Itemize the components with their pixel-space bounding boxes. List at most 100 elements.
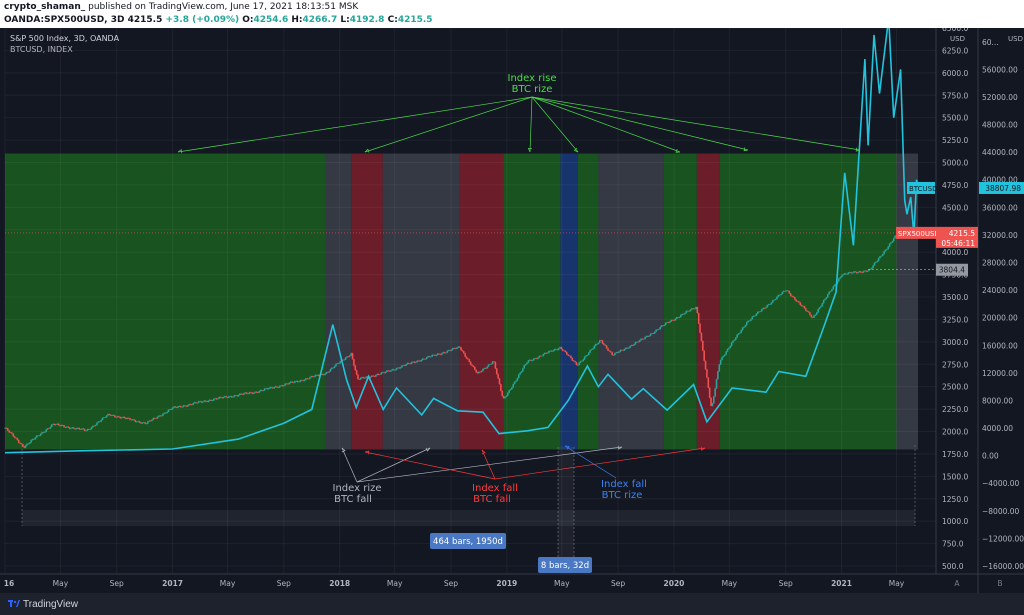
spx-candle [87, 429, 90, 430]
spx-candle [212, 398, 215, 401]
annotation-arrowhead [700, 446, 706, 451]
spx-candle [133, 419, 135, 421]
spx-axis-tick: 3500.0 [942, 293, 968, 302]
spx-candle [607, 348, 609, 351]
spx-axis-tick: 5250.0 [942, 136, 968, 145]
spx-candle [854, 271, 857, 273]
spx-candle [495, 368, 498, 375]
spx-candle [206, 401, 208, 402]
spx-candle [274, 386, 277, 388]
spx-candle [730, 342, 733, 346]
annotation-arrowhead [364, 450, 370, 455]
spx-candle [846, 274, 848, 275]
spx-candle [644, 337, 646, 339]
spx-candle [68, 427, 71, 429]
spx-candle [377, 374, 380, 375]
spx-candle [817, 309, 819, 313]
spx-candle [81, 428, 83, 430]
zone-green [577, 153, 599, 450]
spx-candle [359, 377, 362, 380]
spx-candle [800, 305, 803, 307]
axis-layer[interactable]: 6500.0 6250.0 6000.0 5750.0 5500.0 5250.0 5000… [0, 28, 1024, 593]
spx-candle [419, 360, 421, 362]
spx-candle [744, 325, 747, 327]
zone-grey [598, 153, 664, 450]
spx-candle [699, 323, 701, 333]
spx-candle [13, 436, 16, 438]
spx-candle [441, 353, 443, 355]
spx-candle [342, 359, 344, 361]
spx-candle [270, 387, 273, 388]
spx-candle [531, 360, 534, 361]
x-axis-tick: 2018 [329, 579, 350, 588]
spx-candle [348, 355, 351, 357]
spx-candle [505, 395, 508, 397]
spx-candle [866, 270, 869, 272]
x-axis-tick: May [889, 579, 905, 588]
x-axis-tick: May [220, 579, 236, 588]
footer-brand[interactable]: TradingView [23, 599, 79, 610]
spx-candle [603, 343, 605, 345]
spx-candle [571, 357, 574, 361]
spx-candle [23, 446, 26, 448]
spx-candle [450, 349, 453, 351]
spx-candle [537, 357, 539, 359]
spx-candle [178, 406, 181, 407]
spx-candle [331, 367, 333, 369]
spx-candle [251, 392, 254, 394]
spx-candle [5, 427, 8, 429]
spx-candle [750, 319, 752, 321]
spx-candle [111, 415, 113, 416]
spx-candle [8, 430, 10, 433]
spx-candle [585, 355, 587, 357]
spx-candle [254, 391, 256, 393]
spx-candle [118, 416, 120, 418]
spx-candle [894, 235, 896, 239]
spx-candle [409, 363, 412, 365]
spx-candle [347, 356, 350, 358]
spx-candle [4, 427, 6, 429]
spx-candle [289, 381, 292, 383]
spx-candle [381, 372, 384, 373]
spx-candle [267, 388, 270, 390]
spx-candle [714, 388, 716, 397]
spx-candle [188, 404, 190, 406]
annotation-arrow [356, 447, 431, 483]
spx-candle [321, 373, 324, 375]
spx-candle [725, 351, 727, 355]
spx-candle [837, 278, 840, 282]
spx-candle [696, 307, 699, 313]
spx-candle [59, 425, 61, 426]
chart-header: crypto_shaman_ published on TradingView.… [0, 0, 1024, 28]
spx-axis-tick: 2000.0 [942, 428, 968, 437]
spx-candle [390, 370, 392, 372]
spx-candle [306, 378, 308, 380]
publisher-name[interactable]: crypto_shaman_ [4, 2, 86, 12]
spx-candle [230, 396, 233, 398]
spx-candle [56, 423, 58, 425]
annotation-arrow [531, 96, 861, 151]
btc-axis-tick: 8000.00 [982, 396, 1013, 405]
spx-candle [728, 347, 730, 349]
spx-axis-tick: 4000.0 [942, 248, 968, 257]
spx-axis-tick: 1750.0 [942, 450, 968, 459]
spx-candle [818, 307, 821, 310]
spx-candle [361, 377, 363, 378]
spx-candle [756, 311, 759, 314]
spx-candle [432, 354, 435, 356]
spx-candle [50, 424, 53, 427]
spx-candle [630, 345, 633, 347]
spx-candle [42, 432, 45, 433]
spx-candle [89, 429, 91, 430]
spx-candle [865, 270, 868, 272]
spx-candle [515, 380, 517, 382]
spx-candle [858, 271, 861, 273]
x-axis-tick: Sep [611, 579, 625, 588]
spx-candle [732, 340, 734, 343]
spx-candle [648, 335, 651, 337]
spx-candle [97, 421, 100, 423]
spx-candle [796, 301, 799, 302]
spx-candle [112, 415, 115, 416]
spx-candle [261, 390, 263, 391]
